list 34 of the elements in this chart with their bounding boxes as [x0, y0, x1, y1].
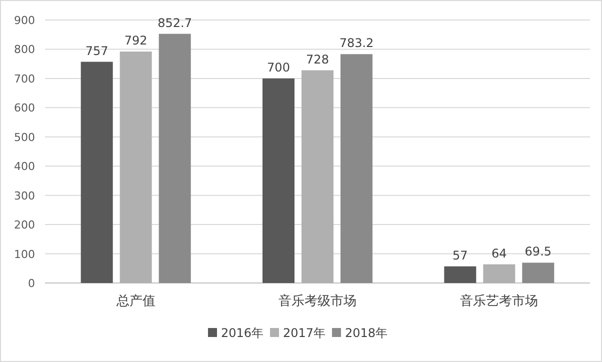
data-label: 64 [492, 246, 507, 260]
bar [158, 34, 191, 283]
legend-label: 2017年 [283, 326, 326, 340]
y-tick-label: 200 [14, 218, 35, 232]
bar [444, 266, 476, 283]
bar [483, 264, 516, 283]
y-tick-label: 300 [14, 189, 35, 202]
y-tick-label: 500 [14, 130, 35, 144]
y-tick-label: 700 [14, 72, 35, 86]
x-tick-label: 总产值 [115, 294, 156, 309]
data-label: 728 [306, 52, 329, 66]
bar [522, 262, 554, 283]
bar [340, 54, 372, 283]
data-label: 700 [267, 60, 290, 74]
y-tick-label: 100 [14, 248, 35, 261]
x-tick-label: 音乐考级市场 [278, 294, 356, 309]
bar [80, 62, 113, 283]
x-tick-label: 音乐艺考市场 [460, 294, 538, 309]
data-label: 783.2 [339, 36, 374, 50]
data-label: 757 [85, 44, 108, 58]
data-label: 852.7 [158, 16, 192, 30]
y-tick-label: 800 [14, 43, 35, 56]
data-label: 57 [452, 248, 468, 262]
bar [302, 70, 334, 283]
y-tick-label: 0 [28, 277, 35, 290]
bar [262, 78, 294, 283]
legend-label: 2018年 [345, 326, 388, 340]
y-tick-label: 400 [14, 160, 35, 174]
data-label: 69.5 [524, 244, 552, 259]
y-tick-label: 900 [14, 14, 35, 27]
legend-label: 2016年 [221, 326, 264, 340]
y-tick-label: 600 [14, 102, 35, 115]
bar [120, 52, 152, 283]
data-label: 792 [124, 34, 148, 48]
